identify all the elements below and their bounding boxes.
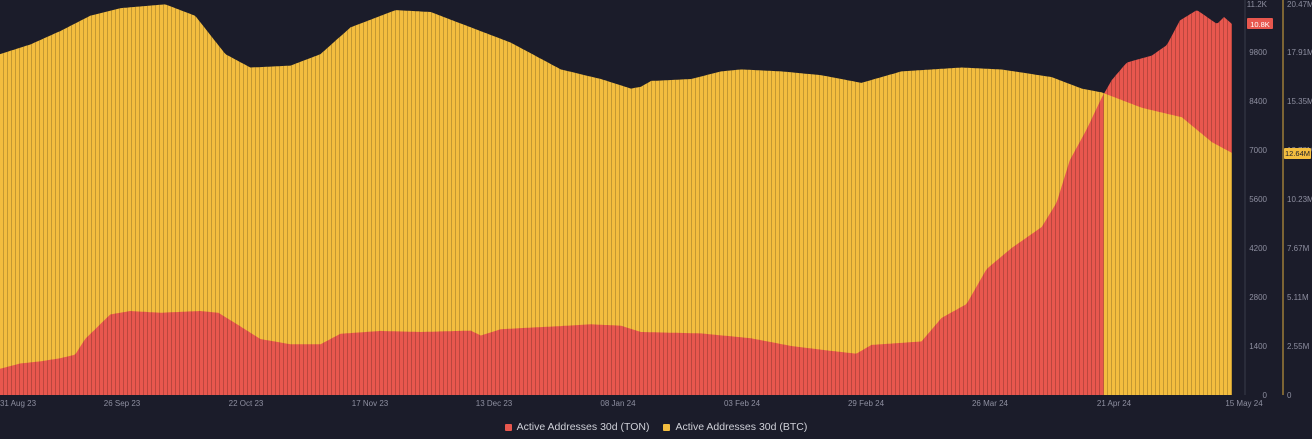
- right-axis-tick-label: 7.67M: [1287, 244, 1310, 253]
- right-axis-tick-label: 2.55M: [1287, 342, 1310, 351]
- ton-current-value-badge: [1247, 18, 1273, 29]
- x-axis-tick-label: 26 Sep 23: [104, 399, 141, 408]
- left-axis-tick-label: 11.2K: [1247, 0, 1268, 9]
- btc-current-value-badge: [1284, 147, 1311, 159]
- x-axis-labels: 31 Aug 23 26 Sep 23 22 Oct 23 17 Nov 23 13 D…: [0, 399, 1263, 408]
- left-axis-tick-label: 1400: [1249, 342, 1267, 351]
- btc-current-value-label: 12.64M: [1285, 149, 1310, 158]
- legend: Active Addresses 30d (TON) Active Addres…: [0, 416, 1312, 438]
- legend-label-btc: Active Addresses 30d (BTC): [675, 421, 808, 433]
- left-axis-tick-label: 0: [1263, 391, 1268, 400]
- x-axis-tick-label: 03 Feb 24: [724, 399, 761, 408]
- left-axis-tick-label: 2800: [1249, 293, 1267, 302]
- legend-swatch-btc: [663, 423, 671, 431]
- x-axis-tick-label: 31 Aug 23: [0, 399, 37, 408]
- chart-canvas: 0 1400 2800 4200 5600 7000 8400 9800 11.2K 0 2.55M…: [0, 0, 1312, 408]
- legend-label-ton: Active Addresses 30d (TON): [516, 421, 650, 433]
- right-axis-tick-label: 15.35M: [1287, 97, 1312, 106]
- x-axis-tick-label: 29 Feb 24: [848, 399, 885, 408]
- left-axis-tick-label: 9800: [1249, 48, 1267, 57]
- x-axis-tick-label: 21 Apr 24: [1097, 399, 1132, 408]
- x-axis-tick-label: 08 Jan 24: [600, 399, 636, 408]
- legend-item-ton[interactable]: Active Addresses 30d (TON): [504, 421, 650, 433]
- right-axis-tick-label: 10.23M: [1287, 195, 1312, 204]
- right-axis-tick-label: 0: [1287, 391, 1292, 400]
- right-axis-tick-label: 17.91M: [1287, 48, 1312, 57]
- x-axis-tick-label: 17 Nov 23: [352, 399, 389, 408]
- legend-item-btc[interactable]: Active Addresses 30d (BTC): [663, 421, 807, 433]
- plot-area: [0, 4, 1232, 396]
- right-axis-tick-label: 20.47M: [1287, 0, 1312, 9]
- left-axis-tick-label: 8400: [1249, 97, 1267, 106]
- ton-current-value-label: 10.8K: [1250, 20, 1270, 29]
- x-axis-tick-label: 15 May 24: [1225, 399, 1263, 408]
- left-axis-tick-label: 4200: [1249, 244, 1267, 253]
- left-axis-tick-label: 7000: [1249, 146, 1267, 155]
- x-axis-tick-label: 22 Oct 23: [229, 399, 264, 408]
- x-axis-tick-label: 26 Mar 24: [972, 399, 1009, 408]
- x-axis-tick-label: 13 Dec 23: [476, 399, 513, 408]
- right-axis-tick-label: 5.11M: [1287, 293, 1309, 302]
- bar-stripes-overlay: [0, 4, 1232, 395]
- legend-swatch-ton: [504, 423, 512, 431]
- left-axis-tick-label: 5600: [1249, 195, 1267, 204]
- right-axis-ticks: 02.55M5.11M7.67M10.23M12.78M15.35M17.91M…: [1287, 0, 1312, 400]
- left-axis-ticks: 0 1400 2800 4200 5600 7000 8400 9800 11.2K: [1247, 0, 1268, 400]
